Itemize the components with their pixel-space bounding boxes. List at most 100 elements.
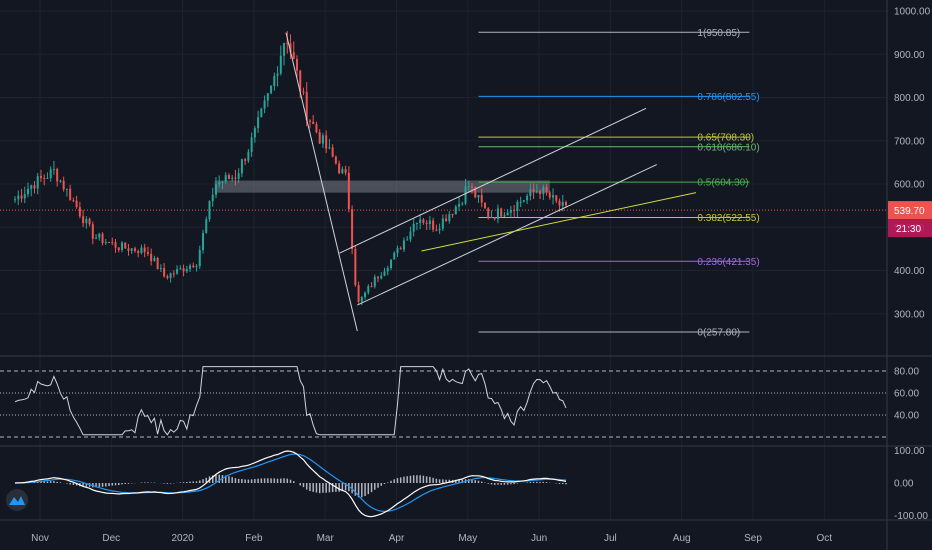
candle-body xyxy=(289,43,292,53)
fib-level-label: 0.5(604.30) xyxy=(697,178,748,189)
candle-body xyxy=(519,201,522,203)
candle-body xyxy=(425,222,428,225)
fibonacci-retracement[interactable]: 1(950.85) 0.786(802.55) 0.65(708.30)0.618(… xyxy=(478,28,760,339)
fib-level-label: 0.786(802.55) xyxy=(697,92,759,103)
time-tick-label: Nov xyxy=(31,533,49,544)
candle-body xyxy=(315,124,318,133)
candle-body xyxy=(253,128,256,138)
decline-trend-line xyxy=(285,32,358,332)
candle-body xyxy=(331,147,334,157)
candle-body xyxy=(409,231,412,240)
candle-body xyxy=(195,266,198,268)
price-tick-label: 700.00 xyxy=(894,136,925,147)
fib-level-label: 0.618(686.10) xyxy=(697,142,759,153)
candle-body xyxy=(260,108,263,118)
tradingview-logo-icon[interactable] xyxy=(6,489,28,511)
candle-body xyxy=(419,219,422,224)
candle-body xyxy=(402,240,405,250)
macd-tick-label: -100.00 xyxy=(894,511,928,522)
candle-body xyxy=(211,194,214,202)
candle-body xyxy=(305,92,308,121)
candle-body xyxy=(325,135,328,149)
support-trend-line xyxy=(421,192,697,252)
candle-body xyxy=(14,199,17,201)
candle-body xyxy=(146,252,149,254)
countdown-badge xyxy=(888,219,932,238)
candle-body xyxy=(448,214,451,222)
candle-body xyxy=(33,185,36,189)
candle-body xyxy=(244,159,247,161)
candle-body xyxy=(415,223,418,225)
candle-body xyxy=(198,249,201,267)
candle-body xyxy=(432,220,435,230)
candle-body xyxy=(341,169,344,174)
rsi-tick-label: 60.00 xyxy=(894,389,919,400)
candle-body xyxy=(266,93,269,101)
candle-body xyxy=(516,201,519,211)
candle-body xyxy=(302,91,305,93)
candle-body xyxy=(480,194,483,203)
fib-level-label: 0.236(421.35) xyxy=(697,257,759,268)
candle-body xyxy=(458,204,461,207)
candle-body xyxy=(526,196,529,201)
candle-body xyxy=(69,188,72,201)
candle-body xyxy=(49,169,52,179)
candle-body xyxy=(328,147,331,149)
candle-body xyxy=(292,52,295,59)
candle-body xyxy=(221,181,224,183)
candle-body xyxy=(263,100,266,109)
candle-body xyxy=(360,297,363,302)
candle-body xyxy=(438,228,441,231)
price-tick-label: 400.00 xyxy=(894,266,925,277)
candle-body xyxy=(36,176,39,189)
candle-body xyxy=(27,188,30,195)
candle-body xyxy=(299,70,302,92)
candle-body xyxy=(279,55,282,74)
candle-body xyxy=(143,247,146,253)
candle-body xyxy=(140,247,143,254)
rsi-line xyxy=(14,366,567,436)
candle-body xyxy=(202,233,205,250)
candle-body xyxy=(373,276,376,287)
candle-body xyxy=(23,194,26,199)
trend-channel[interactable] xyxy=(285,32,697,332)
candle-body xyxy=(535,190,538,192)
candle-body xyxy=(467,186,470,188)
candle-body xyxy=(62,180,65,190)
candle-body xyxy=(17,195,20,200)
candle-body xyxy=(156,258,159,269)
candle-body xyxy=(445,218,448,222)
channel-upper-line xyxy=(339,107,647,254)
candle-body xyxy=(454,206,457,215)
candlestick-series xyxy=(14,30,568,306)
candle-body xyxy=(172,273,175,275)
candle-body xyxy=(509,209,512,213)
candle-body xyxy=(539,190,542,194)
candle-body xyxy=(389,259,392,269)
rsi-pane xyxy=(0,366,887,438)
candle-body xyxy=(506,212,509,216)
price-axis[interactable]: 1000.00900.00800.00700.00600.00500.00400… xyxy=(888,7,932,523)
candle-body xyxy=(39,176,42,178)
macd-line xyxy=(14,450,567,518)
candle-body xyxy=(503,215,506,217)
candle-body xyxy=(344,169,347,173)
candle-body xyxy=(428,220,431,225)
candle-body xyxy=(561,202,564,206)
candle-body xyxy=(117,247,120,251)
macd-signal-line xyxy=(15,453,567,513)
fib-level-label: 1(950.85) xyxy=(697,28,740,39)
time-tick-label: Aug xyxy=(673,533,691,544)
rsi-tick-label: 40.00 xyxy=(894,411,919,422)
candle-body xyxy=(179,268,182,270)
candle-body xyxy=(91,224,94,239)
candle-body xyxy=(127,248,130,251)
time-axis[interactable]: Nov Dec 2020 Feb Mar Apr May Jun Jul Aug Sep Oct xyxy=(31,533,832,544)
candle-body xyxy=(30,185,33,189)
candle-body xyxy=(98,233,101,238)
candle-body xyxy=(493,217,496,220)
candle-body xyxy=(351,209,354,250)
candle-body xyxy=(383,271,386,276)
